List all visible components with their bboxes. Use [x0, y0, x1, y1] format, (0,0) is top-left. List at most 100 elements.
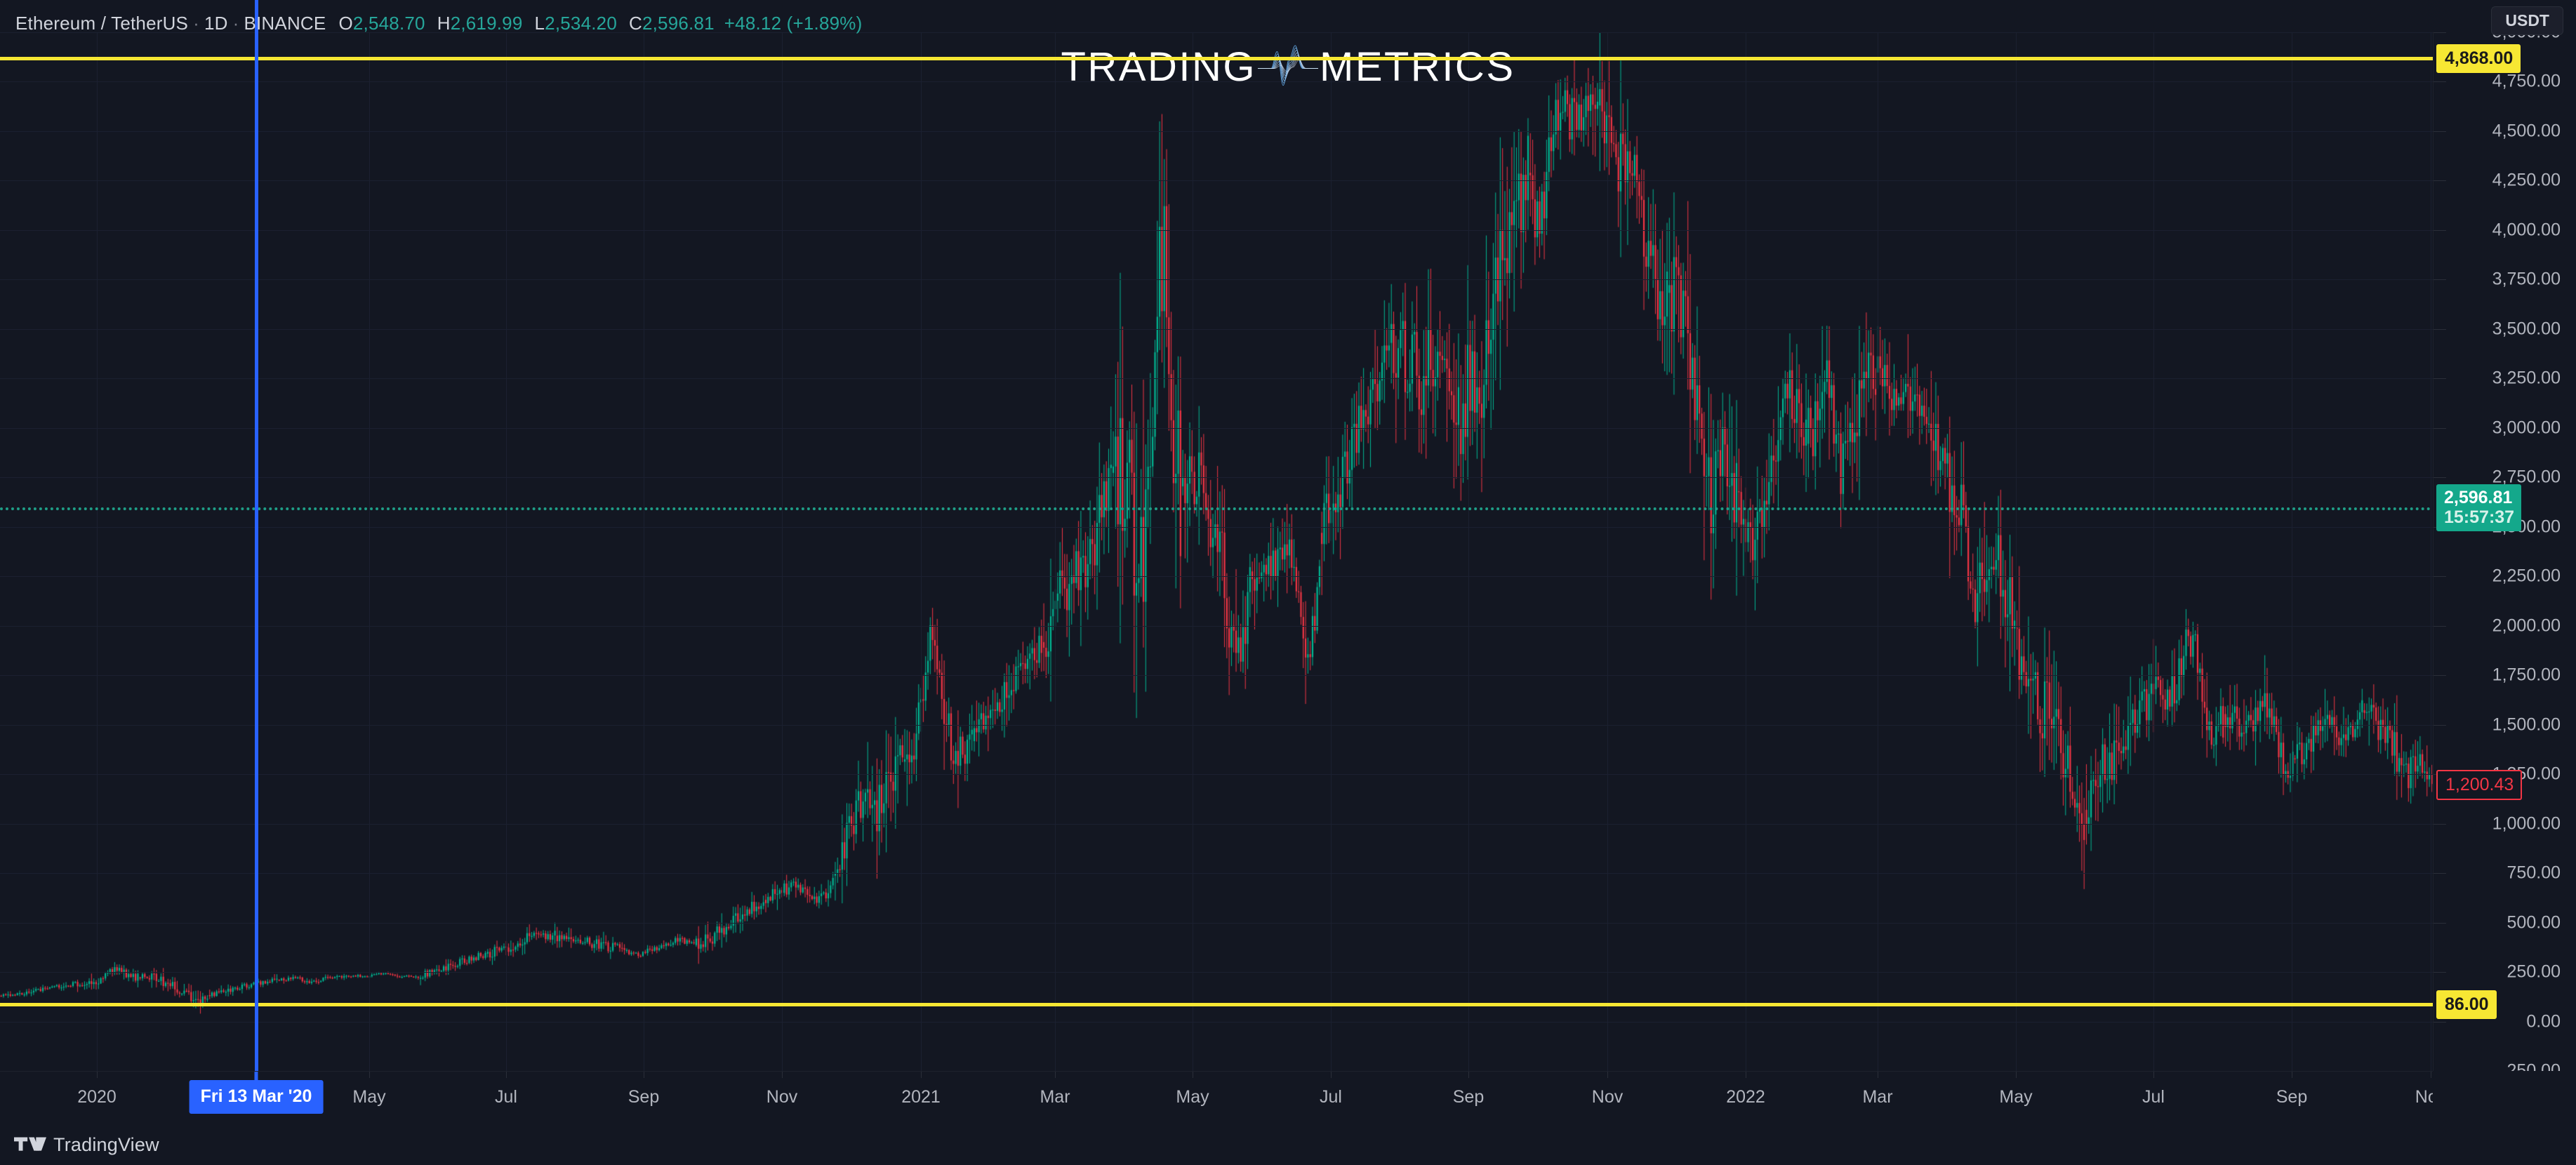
price-tick-label: 3,750.00: [2492, 269, 2561, 289]
price-tick-label: 1,750.00: [2492, 665, 2561, 685]
price-tick-label: 3,500.00: [2492, 319, 2561, 339]
legend-separator-1: ·: [193, 13, 199, 34]
price-tick: [2434, 823, 2446, 825]
live-price-line[interactable]: [0, 507, 2433, 511]
resistance-level-badge-value: 4,868.00: [2445, 48, 2514, 69]
ohlc-values: O2,548.70 H2,619.99 L2,534.20 C2,596.81: [338, 13, 714, 34]
price-gridline: [0, 1021, 2433, 1023]
price-tick: [2434, 576, 2446, 578]
high-pair: H2,619.99: [437, 13, 523, 34]
price-tick-label: 4,250.00: [2492, 170, 2561, 190]
chart-pane[interactable]: [0, 32, 2433, 1071]
support-level-badge-value: 86.00: [2445, 994, 2489, 1015]
last-close-badge-value: 1,200.43: [2445, 775, 2514, 795]
price-gridline: [0, 427, 2433, 429]
support-level-badge[interactable]: 86.00: [2436, 990, 2497, 1020]
time-tick: [1331, 1072, 1332, 1078]
time-gridline: [782, 32, 783, 1071]
time-tick: [2153, 1072, 2154, 1078]
time-tick-label: May: [1999, 1087, 2033, 1107]
price-tick: [2434, 131, 2446, 132]
last-close-badge[interactable]: 1,200.43: [2436, 770, 2523, 801]
price-gridline: [0, 477, 2433, 479]
time-gridline: [2016, 32, 2017, 1071]
open-pair: O2,548.70: [338, 13, 425, 34]
price-tick: [2434, 229, 2446, 231]
resistance-level-badge[interactable]: 4,868.00: [2436, 44, 2521, 74]
legend-separator-2: ·: [232, 13, 239, 34]
crosshair-legend-segment: [255, 0, 258, 32]
price-gridline: [0, 675, 2433, 677]
time-tick-label: May: [1176, 1087, 1209, 1107]
time-gridline: [1331, 32, 1332, 1071]
close-value: 2,596.81: [642, 13, 715, 34]
time-tick-label: Jul: [1320, 1087, 1342, 1107]
time-tick-label: Sep: [628, 1087, 660, 1107]
price-tick-label: 1,000.00: [2492, 813, 2561, 834]
price-gridline: [0, 823, 2433, 825]
price-tick-label: 250.00: [2507, 961, 2561, 982]
price-gridline: [0, 774, 2433, 775]
live-price-badge-value: 2,596.81: [2444, 488, 2513, 508]
bottom-bar: TradingView: [0, 1124, 2576, 1165]
exchange-label[interactable]: BINANCE: [244, 13, 326, 34]
time-tick: [97, 1072, 98, 1078]
interval-label[interactable]: 1D: [204, 13, 228, 34]
price-gridline: [0, 922, 2433, 924]
time-gridline: [921, 32, 922, 1071]
high-tag: H: [437, 13, 451, 34]
time-gridline: [369, 32, 370, 1071]
low-pair: L2,534.20: [535, 13, 617, 34]
live-price-badge-countdown: 15:57:37: [2444, 507, 2515, 528]
open-value: 2,548.70: [352, 13, 425, 34]
time-tick-label: Sep: [1452, 1087, 1485, 1107]
tradingview-branding[interactable]: TradingView: [14, 1134, 159, 1156]
price-tick-label: 4,000.00: [2492, 220, 2561, 240]
time-tick: [2016, 1072, 2017, 1078]
price-tick: [2434, 279, 2446, 281]
price-tick-label: 3,250.00: [2492, 368, 2561, 388]
live-price-badge[interactable]: 2,596.81 15:57:37: [2436, 484, 2522, 532]
crosshair-date-badge[interactable]: Fri 13 Mar '20: [189, 1080, 324, 1114]
time-tick: [369, 1072, 370, 1078]
time-tick-label: Nov: [766, 1087, 798, 1107]
price-axis[interactable]: 5,000.004,750.004,500.004,250.004,000.00…: [2433, 32, 2576, 1071]
chart-legend[interactable]: Ethereum / TetherUS · 1D · BINANCE O2,54…: [15, 13, 862, 34]
time-gridline: [1607, 32, 1608, 1071]
price-tick-label: -250.00: [2501, 1060, 2561, 1072]
price-gridline: [0, 32, 2433, 33]
resistance-line[interactable]: [0, 57, 2433, 61]
price-tick-label: 0.00: [2526, 1011, 2561, 1032]
tradingview-logo: [14, 1137, 46, 1151]
price-tick-label: 3,000.00: [2492, 418, 2561, 438]
price-tick: [2434, 427, 2446, 429]
price-gridline: [0, 279, 2433, 281]
time-tick-label: Mar: [1040, 1087, 1070, 1107]
price-gridline: [0, 131, 2433, 132]
price-tick-label: 4,750.00: [2492, 71, 2561, 91]
time-gridline: [1055, 32, 1056, 1071]
price-gridline: [0, 229, 2433, 231]
price-tick: [2434, 378, 2446, 380]
candlestick-series: [0, 32, 2433, 1071]
time-tick-label: Mar: [1862, 1087, 1893, 1107]
price-tick-label: 4,500.00: [2492, 121, 2561, 141]
support-line[interactable]: [0, 1003, 2433, 1007]
price-tick: [2434, 81, 2446, 83]
currency-badge[interactable]: USDT: [2491, 6, 2563, 35]
time-axis[interactable]: 2020 May Jul Sep Nov 2021 Mar May Jul Sep Nov 2022 M…: [0, 1071, 2433, 1124]
price-tick-label: 1,500.00: [2492, 714, 2561, 735]
price-tick: [2434, 922, 2446, 924]
time-gridline: [2153, 32, 2154, 1071]
price-tick: [2434, 180, 2446, 182]
price-tick: [2434, 32, 2446, 33]
time-tick-label: Jul: [495, 1087, 517, 1107]
symbol-name[interactable]: Ethereum / TetherUS: [15, 13, 189, 34]
close-tag: C: [628, 13, 642, 34]
time-tick: [1607, 1072, 1608, 1078]
price-gridline: [0, 526, 2433, 528]
low-tag: L: [534, 13, 545, 34]
time-tick-label: Nov: [1591, 1087, 1624, 1107]
time-tick: [1468, 1072, 1469, 1078]
